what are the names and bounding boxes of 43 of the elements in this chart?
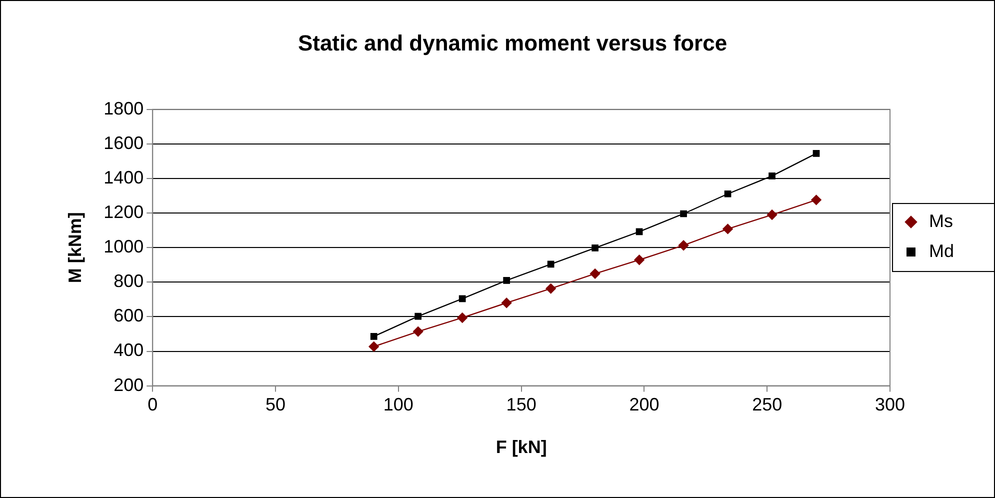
x-tick-label: 0	[148, 394, 158, 415]
y-tick-label: 800	[114, 271, 144, 292]
point	[592, 244, 598, 252]
point	[414, 312, 422, 320]
legend-label: Ms	[928, 210, 953, 231]
x-tick-label: 100	[383, 394, 414, 415]
point	[546, 283, 556, 294]
point	[636, 228, 643, 236]
y-tick-label: 1000	[104, 236, 144, 257]
x-tick-label: 250	[752, 394, 782, 415]
point	[547, 260, 554, 268]
y-tick-label: 1800	[104, 98, 144, 118]
y-tick-label: 1200	[104, 202, 144, 222]
point	[768, 172, 776, 180]
point	[501, 298, 512, 308]
legend-label: Md	[928, 240, 954, 261]
x-tick-label: 200	[629, 394, 660, 415]
x-tick-label: 50	[266, 394, 286, 415]
point	[412, 326, 424, 337]
point	[812, 150, 820, 157]
point	[457, 312, 468, 323]
x-tick-label: 300	[874, 394, 906, 415]
point	[724, 190, 732, 198]
y-tick-label: 200	[114, 374, 144, 395]
y-tick-label: 400	[114, 340, 144, 360]
y-tick-label: 1400	[104, 167, 144, 188]
point	[678, 240, 689, 250]
point	[722, 224, 733, 234]
point	[590, 268, 600, 279]
y-tick-label: 600	[114, 306, 144, 326]
y-tick-label: 1600	[104, 132, 144, 153]
point	[811, 194, 822, 206]
y-axis-title: M [kNm]	[64, 212, 85, 284]
point	[680, 210, 687, 218]
point	[458, 295, 466, 302]
x-tick-label: 150	[506, 394, 536, 415]
point	[503, 276, 510, 284]
chart-title: Static and dynamic moment versus force	[298, 30, 728, 56]
x-axis-title: F [kN]	[496, 437, 547, 458]
point	[368, 341, 379, 352]
point	[634, 254, 644, 265]
point	[766, 210, 778, 220]
point	[370, 332, 378, 340]
